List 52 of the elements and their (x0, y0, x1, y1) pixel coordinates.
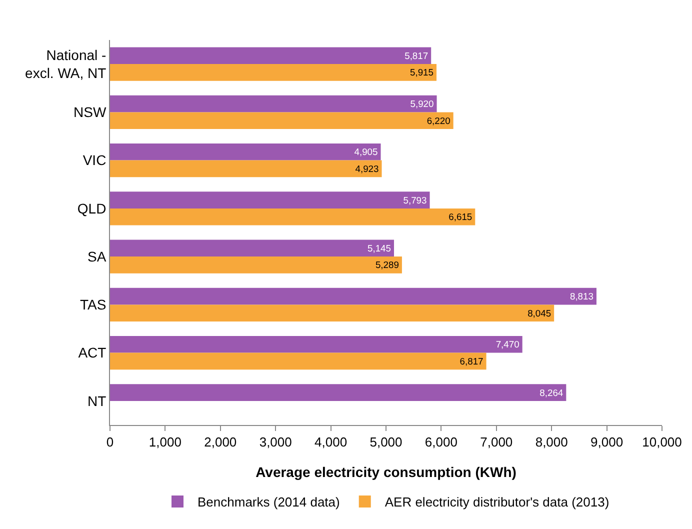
x-tick-label: 10,000 (642, 434, 682, 450)
y-tick-label: QLD (77, 200, 106, 216)
bar (110, 288, 596, 305)
data-label: 5,817 (404, 50, 428, 61)
data-label: 5,145 (368, 242, 391, 254)
y-tick-label: TAS (80, 296, 106, 313)
bar (110, 336, 522, 353)
bar (110, 384, 566, 401)
y-tick-label: NT (88, 392, 107, 409)
data-label: 5,289 (375, 259, 399, 270)
data-label: 4,905 (354, 146, 378, 158)
y-tick-label: National - excl. WA, NT (25, 46, 107, 82)
data-label: 6,817 (460, 355, 484, 366)
x-tick-label: 9,000 (590, 434, 624, 450)
legend-label: AER electricity distributor's data (2013) (384, 494, 610, 510)
y-tick-label: VIC (82, 152, 106, 168)
data-label: 8,045 (528, 307, 552, 318)
bar (110, 160, 382, 178)
bar (110, 256, 402, 274)
data-label: 5,793 (403, 194, 427, 206)
x-tick-label: 4,000 (314, 434, 348, 450)
x-tick-label: 7,000 (480, 434, 513, 450)
y-tick-label: ACT (78, 344, 107, 361)
x-tick-label: 6,000 (424, 434, 458, 450)
data-label: 6,220 (426, 114, 450, 126)
bar (110, 208, 476, 226)
bar (110, 352, 486, 370)
bar (110, 240, 394, 257)
bar (110, 95, 437, 112)
data-label: 8,264 (540, 386, 564, 398)
x-tick-label: 3,000 (259, 434, 292, 450)
data-label: 5,915 (410, 66, 434, 78)
data-label: 5,920 (410, 98, 434, 110)
data-label: 6,615 (448, 211, 472, 222)
legend-label: Benchmarks (2014 data) (198, 494, 340, 510)
bar (110, 112, 454, 130)
bar (110, 304, 554, 322)
x-tick-label: 1,000 (148, 434, 182, 450)
data-label: 8,813 (570, 290, 594, 302)
x-tick-label: 2,000 (204, 434, 237, 450)
x-axis-title: Average electricity consumption (KWh) (256, 464, 516, 480)
bar (110, 192, 430, 208)
x-tick-label: 0 (106, 434, 114, 450)
bar (110, 143, 381, 160)
x-tick-label: 5,000 (370, 434, 402, 450)
y-tick-label: NSW (74, 104, 107, 120)
x-tick-label: 8,000 (535, 434, 568, 450)
y-tick-label: SA (88, 248, 107, 264)
bar (110, 47, 432, 64)
bar (110, 64, 437, 81)
data-label: 4,923 (355, 162, 379, 174)
data-label: 7,470 (496, 338, 520, 350)
